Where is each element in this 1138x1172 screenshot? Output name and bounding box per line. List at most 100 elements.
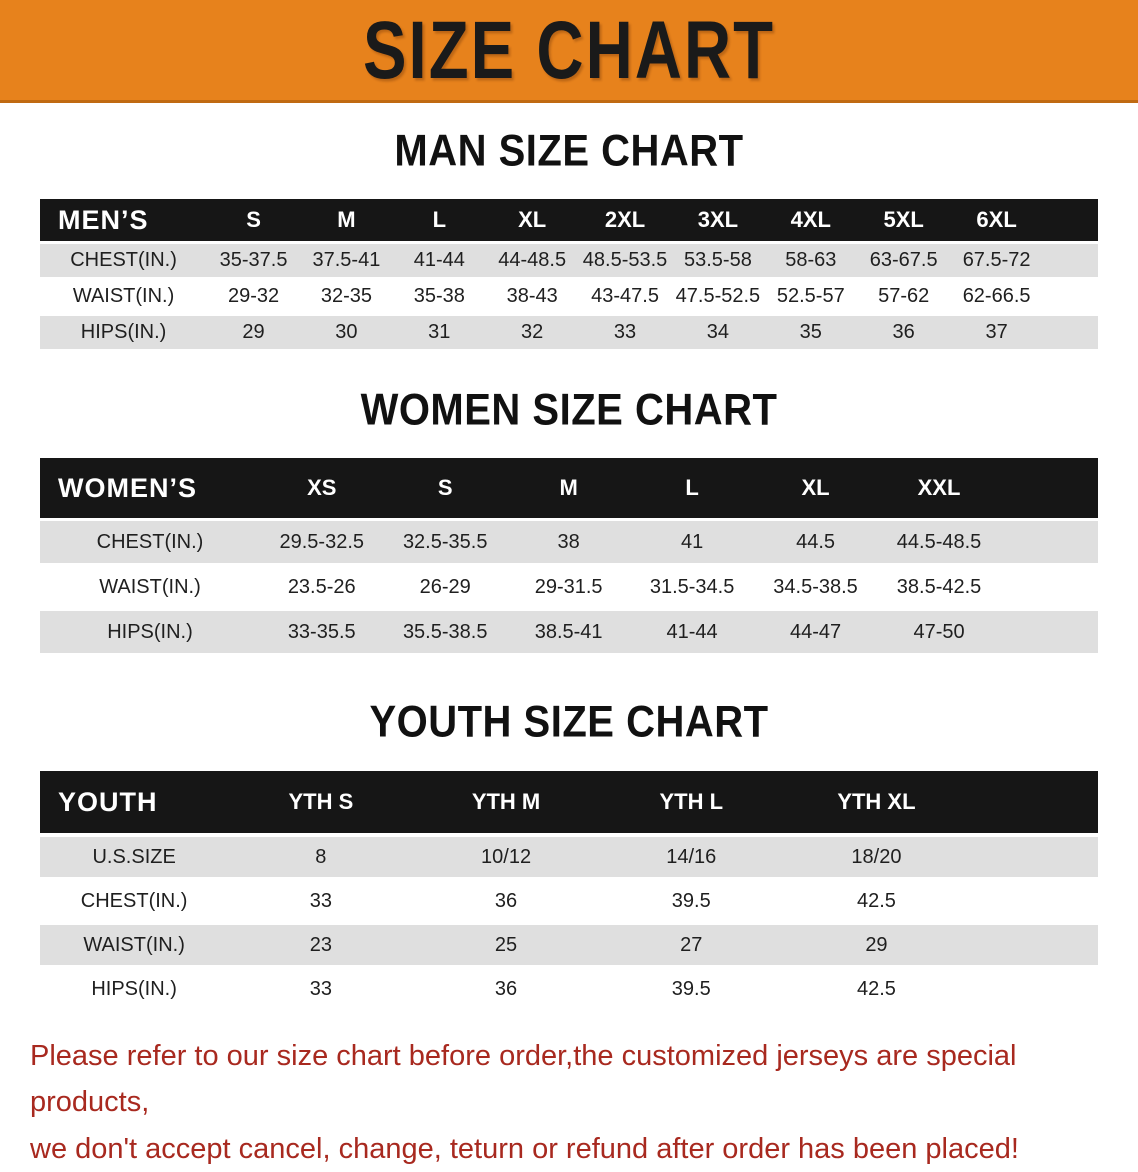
table-title: MEN’S bbox=[40, 199, 208, 241]
table-cell: 38.5-42.5 bbox=[896, 575, 982, 598]
table-cell: 32 bbox=[485, 316, 579, 349]
column-header: 3XL bbox=[671, 199, 765, 241]
section-title-youth: YOUTH SIZE CHART bbox=[369, 697, 769, 747]
header-filler bbox=[969, 771, 1098, 833]
table-cell: 37 bbox=[950, 316, 1044, 349]
table-cell: 47.5-52.5 bbox=[675, 285, 761, 307]
row-filler bbox=[1001, 566, 1098, 608]
disclaimer-line-1: Please refer to our size chart before or… bbox=[30, 1040, 1017, 1119]
table-cell: 44.5-48.5 bbox=[877, 521, 1001, 563]
table-cell: 39.5 bbox=[671, 889, 711, 912]
table-cell: 38-43 bbox=[506, 285, 558, 307]
table-cell: 29 bbox=[207, 316, 300, 349]
column-header: M bbox=[299, 199, 393, 241]
size-table: YOUTH YTH S YTH M YTH L YTH XL U.S.SIZE 8 10/12… bbox=[40, 767, 1098, 1013]
table-cell: 38 bbox=[506, 521, 631, 563]
table-cell: 33-35.5 bbox=[260, 611, 384, 653]
disclaimer: Please refer to our size chart before or… bbox=[0, 1033, 1138, 1172]
table-cell: 35 bbox=[764, 316, 858, 349]
youth-size-table: YOUTH YTH S YTH M YTH L YTH XL U.S.SIZE 8 10/12… bbox=[40, 767, 1098, 1013]
table-cell: 29 bbox=[783, 925, 970, 965]
table-cell: 35-37.5 bbox=[207, 244, 300, 277]
table-cell: 8 bbox=[228, 837, 414, 877]
table-cell: 23.5-26 bbox=[287, 575, 356, 598]
table-cell: 25 bbox=[413, 925, 599, 965]
row-filler bbox=[1043, 316, 1098, 349]
column-header: YTH XL bbox=[783, 771, 970, 833]
table-cell: 67.5-72 bbox=[950, 244, 1044, 277]
row-filler bbox=[969, 881, 1098, 921]
table-row: WAIST(IN.) 29-32 32-35 35-38 38-43 43-47.5 47.… bbox=[40, 280, 1098, 313]
size-table: MEN’S S M L XL 2XL 3XL 4XL 5XL 6XL CHEST(IN.) 35-37… bbox=[40, 196, 1098, 352]
table-cell: 43-47.5 bbox=[591, 285, 659, 307]
column-header: XL bbox=[485, 199, 579, 241]
section-title-man: MAN SIZE CHART bbox=[394, 126, 744, 176]
header-row: MEN’S S M L XL 2XL 3XL 4XL 5XL 6XL bbox=[40, 199, 1098, 241]
table-row: HIPS(IN.) 33-35.5 35.5-38.5 38.5-41 41-44 44-… bbox=[40, 611, 1098, 653]
column-header: XL bbox=[753, 458, 878, 518]
disclaimer-line-2: we don't accept cancel, change, teturn o… bbox=[30, 1132, 1019, 1165]
header-filler bbox=[1043, 199, 1098, 241]
table-title: WOMEN’S bbox=[40, 458, 261, 518]
row-filler bbox=[969, 925, 1098, 965]
row-label: HIPS(IN.) bbox=[91, 977, 177, 1000]
table-row: CHEST(IN.) 29.5-32.5 32.5-35.5 38 41 44.5 44.5… bbox=[40, 521, 1098, 563]
size-table: WOMEN’S XS S M L XL XXL CHEST(IN.) 29.5-32.5 32.5… bbox=[40, 455, 1098, 656]
table-cell: 32-35 bbox=[320, 285, 372, 307]
table-row: CHEST(IN.) 33 36 39.5 42.5 bbox=[40, 881, 1098, 921]
size-chart-banner: SIZE CHART bbox=[0, 0, 1138, 103]
table-cell: 38.5-41 bbox=[506, 611, 631, 653]
row-filler bbox=[969, 837, 1098, 877]
column-header: XS bbox=[260, 458, 384, 518]
header-filler bbox=[1000, 458, 1098, 518]
column-header: YTH S bbox=[228, 771, 414, 833]
table-cell: 42.5 bbox=[856, 977, 896, 1000]
column-header: 6XL bbox=[950, 199, 1044, 241]
table-row: WAIST(IN.) 23 25 27 29 bbox=[40, 925, 1098, 965]
table-cell: 33 bbox=[309, 889, 332, 912]
table-cell: 33 bbox=[578, 316, 672, 349]
row-label: WAIST(IN.) bbox=[72, 285, 175, 307]
table-cell: 31 bbox=[392, 316, 486, 349]
table-cell: 36 bbox=[494, 889, 518, 912]
table-cell: 29-31.5 bbox=[534, 575, 603, 598]
table-cell: 35-38 bbox=[413, 285, 465, 307]
row-label: HIPS(IN.) bbox=[40, 611, 261, 653]
column-header: S bbox=[207, 199, 300, 241]
row-label: U.S.SIZE bbox=[40, 837, 229, 877]
table-cell: 34.5-38.5 bbox=[773, 575, 858, 598]
table-cell: 44.5 bbox=[753, 521, 878, 563]
table-cell: 36 bbox=[857, 316, 951, 349]
table-cell: 34 bbox=[671, 316, 765, 349]
column-header: L bbox=[392, 199, 486, 241]
column-header: YTH L bbox=[598, 771, 784, 833]
banner-title: SIZE CHART bbox=[362, 3, 776, 97]
row-filler bbox=[1000, 521, 1098, 563]
womens-size-table: WOMEN’S XS S M L XL XXL CHEST(IN.) 29.5-32.5 32.5… bbox=[40, 455, 1098, 656]
table-title: YOUTH bbox=[40, 771, 229, 833]
table-row: U.S.SIZE 8 10/12 14/16 18/20 bbox=[40, 837, 1098, 877]
table-cell: 23 bbox=[228, 925, 414, 965]
table-cell: 14/16 bbox=[598, 837, 784, 877]
table-cell: 26-29 bbox=[419, 575, 471, 598]
table-row: CHEST(IN.) 35-37.5 37.5-41 41-44 44-48.5 48.5… bbox=[40, 244, 1098, 277]
table-cell: 57-62 bbox=[878, 285, 930, 307]
table-cell: 32.5-35.5 bbox=[383, 521, 507, 563]
column-header: M bbox=[506, 458, 631, 518]
column-header: YTH M bbox=[413, 771, 599, 833]
column-header: S bbox=[383, 458, 507, 518]
header-row: WOMEN’S XS S M L XL XXL bbox=[40, 458, 1098, 518]
row-label: CHEST(IN.) bbox=[40, 244, 208, 277]
table-cell: 30 bbox=[299, 316, 393, 349]
table-row: HIPS(IN.) 33 36 39.5 42.5 bbox=[40, 969, 1098, 1009]
table-cell: 33 bbox=[309, 977, 332, 1000]
table-cell: 52.5-57 bbox=[776, 285, 845, 307]
column-header: XXL bbox=[877, 458, 1001, 518]
table-row: WAIST(IN.) 23.5-26 26-29 29-31.5 31.5-34.5 34… bbox=[40, 566, 1098, 608]
row-label: WAIST(IN.) bbox=[99, 575, 201, 598]
row-filler bbox=[1043, 280, 1098, 313]
mens-size-table: MEN’S S M L XL 2XL 3XL 4XL 5XL 6XL CHEST(IN.) 35-37… bbox=[40, 196, 1098, 352]
column-header: L bbox=[630, 458, 754, 518]
table-cell: 62-66.5 bbox=[962, 285, 1031, 307]
table-cell: 31.5-34.5 bbox=[649, 575, 735, 598]
